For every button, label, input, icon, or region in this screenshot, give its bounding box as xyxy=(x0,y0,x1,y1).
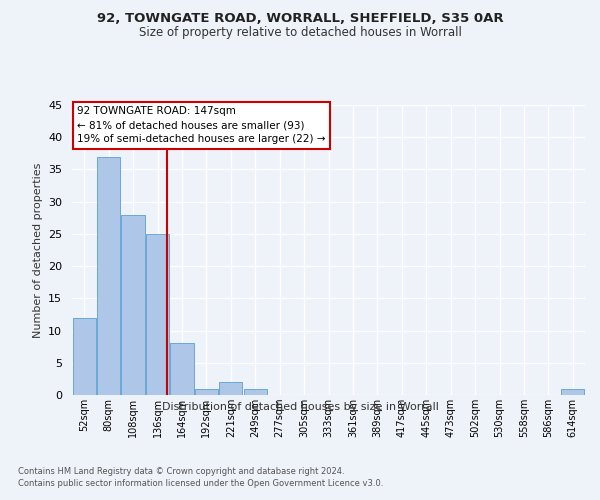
Bar xyxy=(561,388,584,395)
Bar xyxy=(146,234,169,395)
Bar xyxy=(97,156,120,395)
Bar xyxy=(219,382,242,395)
Text: Size of property relative to detached houses in Worrall: Size of property relative to detached ho… xyxy=(139,26,461,39)
Bar xyxy=(73,318,96,395)
Text: Contains HM Land Registry data © Crown copyright and database right 2024.: Contains HM Land Registry data © Crown c… xyxy=(18,468,344,476)
Bar xyxy=(244,388,267,395)
Text: Contains public sector information licensed under the Open Government Licence v3: Contains public sector information licen… xyxy=(18,479,383,488)
Text: Distribution of detached houses by size in Worrall: Distribution of detached houses by size … xyxy=(161,402,439,412)
Bar xyxy=(195,388,218,395)
Text: 92, TOWNGATE ROAD, WORRALL, SHEFFIELD, S35 0AR: 92, TOWNGATE ROAD, WORRALL, SHEFFIELD, S… xyxy=(97,12,503,26)
Bar xyxy=(121,214,145,395)
Bar xyxy=(170,344,194,395)
Text: 92 TOWNGATE ROAD: 147sqm
← 81% of detached houses are smaller (93)
19% of semi-d: 92 TOWNGATE ROAD: 147sqm ← 81% of detach… xyxy=(77,106,326,144)
Y-axis label: Number of detached properties: Number of detached properties xyxy=(32,162,43,338)
